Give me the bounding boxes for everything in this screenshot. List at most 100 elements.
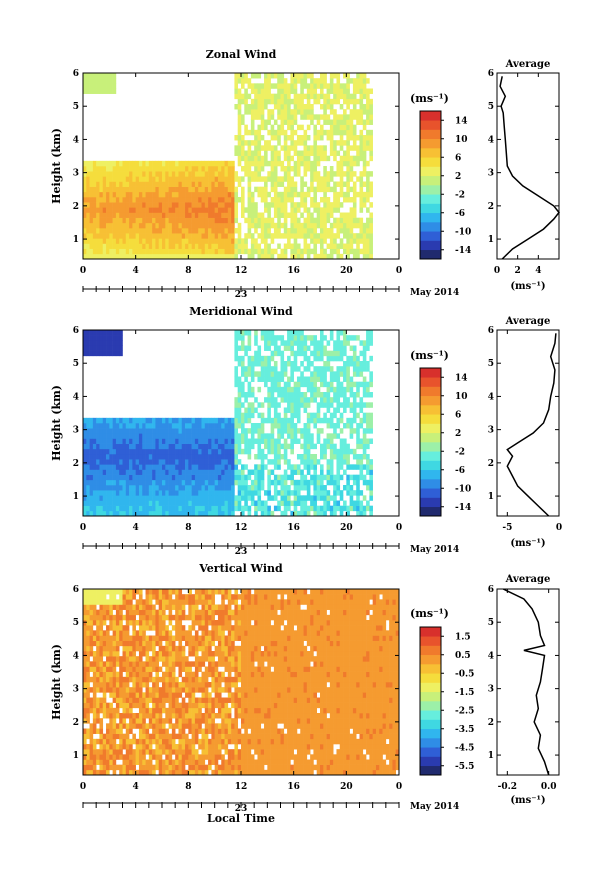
heatmap-cell [132,248,136,255]
heatmap-cell [171,417,176,424]
heatmap-cell [175,202,179,208]
heatmap-cell [273,479,278,486]
heatmap-cell [293,381,298,388]
heatmap-cell [333,243,337,249]
heatmap-cell [352,397,357,403]
heatmap-cell [158,222,163,229]
heatmap-cell [241,166,245,172]
heatmap-cell [99,207,104,213]
heatmap-cell [254,505,258,512]
heatmap-cell [208,207,212,213]
heatmap-cell [112,682,117,688]
heatmap-cell [231,207,235,213]
heatmap-cell [217,505,222,512]
heatmap-cell [224,176,229,182]
heatmap-cell [227,448,232,455]
heatmap-cell [241,510,245,517]
heatmap-cell [329,233,334,239]
heatmap-cell [254,428,258,434]
heatmap-cell [369,381,373,388]
heatmap-cell [99,510,104,517]
heatmap-cell [145,490,150,496]
heatmap-cell [267,407,271,413]
heatmap-cell [310,361,314,367]
heatmap-cell [198,197,202,203]
heatmap-cell [155,433,160,439]
heatmap-cell [119,459,123,465]
heatmap-cell [257,243,262,249]
heatmap-cell [106,448,110,455]
heatmap-cell [329,253,334,260]
heatmap-cell [145,433,150,439]
heatmap-cell [300,233,304,239]
heatmap-cell [250,207,255,213]
heatmap-cell [89,448,94,455]
heatmap-cell [247,392,252,398]
heatmap-cell [175,243,179,249]
heatmap-cell [125,248,130,255]
heatmap-cell [178,160,183,167]
heatmap-cell [343,140,347,146]
heatmap-cell [264,197,268,203]
heatmap-cell [132,438,136,444]
heatmap-cell [112,222,117,229]
heatmap-cell [287,155,291,162]
heatmap-cell [336,505,341,512]
heatmap-cell [92,594,97,600]
heatmap-cell [145,733,150,740]
heatmap-cell [300,397,304,403]
heatmap-cell [303,109,308,115]
heatmap-cell [359,248,364,255]
heatmap-cell [129,207,133,213]
heatmap-cell [168,428,173,434]
colorbar-segment [420,442,441,452]
heatmap-cell [155,253,160,260]
heatmap-cell [300,191,304,198]
heatmap-cell [83,479,87,486]
heatmap-cell [287,181,291,187]
heatmap-cell [96,490,100,496]
heatmap-cell [168,238,173,244]
heatmap-cell [247,345,252,351]
heatmap-cell [99,83,104,89]
heatmap-cell [369,88,373,94]
heatmap-cell [83,202,87,208]
heatmap-cell [201,233,206,239]
heatmap-cell [165,443,169,450]
heatmap-cell [349,433,354,439]
heatmap-cell [208,443,212,450]
colorbar-segment [420,497,441,508]
heatmap-cell [135,417,140,424]
heatmap-cell [125,443,130,450]
heatmap-cell [145,769,150,776]
heatmap-cell [165,186,169,193]
heatmap-cell [296,150,301,156]
heatmap-cell [287,335,291,341]
heatmap-cell [171,197,176,203]
heatmap-cell [119,253,123,260]
heatmap-cell [316,412,321,419]
heatmap-cell [260,371,265,377]
heatmap-cell [152,191,156,198]
panel-title: Vertical Wind [198,562,283,575]
heatmap-cell [313,474,318,481]
heatmap-cell [221,510,225,517]
heatmap-cell [241,412,245,419]
heatmap-cell [165,238,169,244]
heatmap-cell [247,191,252,198]
heatmap-cell [283,104,288,110]
heatmap-cell [257,479,262,486]
heatmap-cell [145,202,150,208]
y-tick-label: 6 [73,326,79,336]
heatmap-cell [96,656,100,662]
heatmap-cell [138,428,143,434]
heatmap-cell [178,186,183,193]
heatmap-cell [83,176,87,182]
heatmap-cell [234,253,239,260]
heatmap-cell [188,160,192,167]
heatmap-cell [287,474,291,481]
heatmap-cell [352,381,357,388]
colorbar-tick-label: -14 [455,246,471,256]
heatmap-cell [333,392,337,398]
heatmap-cell [83,181,87,187]
